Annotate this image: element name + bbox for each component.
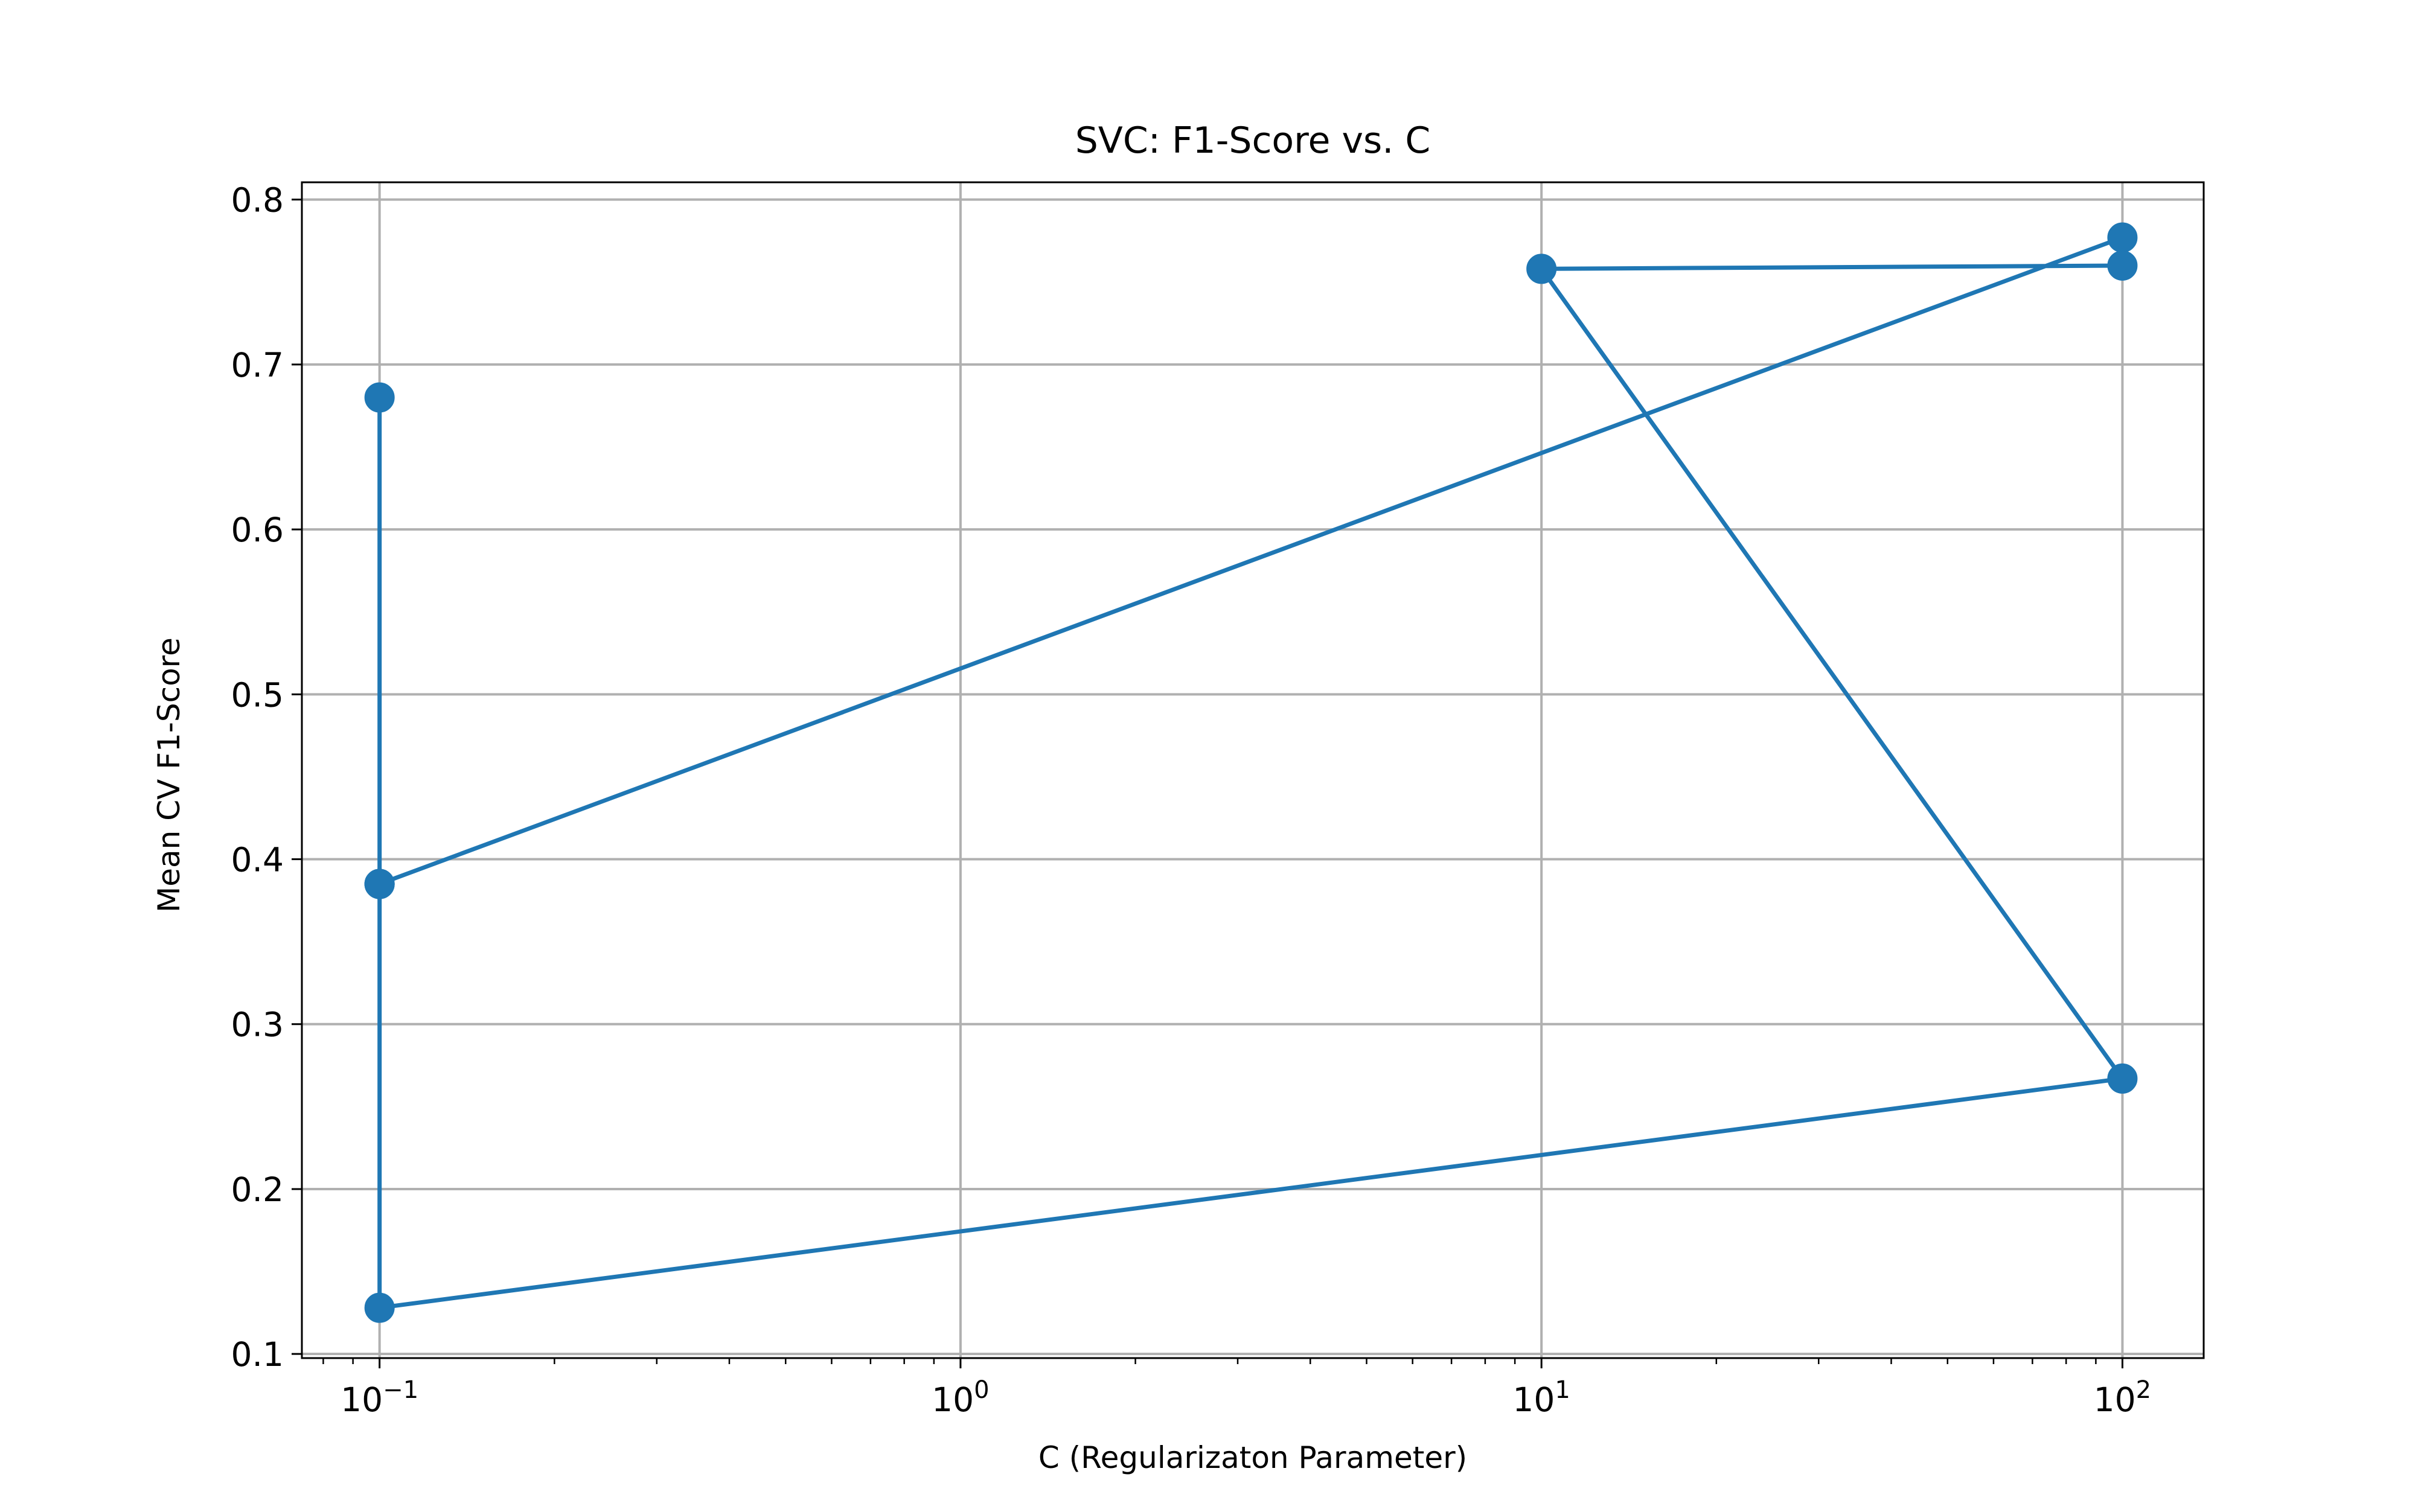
series-line	[377, 235, 2125, 1310]
y-tick-label: 0.5	[231, 675, 284, 714]
x-tick-label: 102	[2094, 1376, 2151, 1419]
data-point	[364, 382, 395, 413]
chart-title: SVC: F1-Score vs. C	[1075, 120, 1431, 162]
series-layer	[364, 222, 2138, 1323]
y-tick-label: 0.6	[231, 511, 284, 549]
data-point	[1526, 254, 1557, 284]
y-tick-label: 0.2	[231, 1170, 284, 1209]
y-tick-label: 0.3	[231, 1006, 284, 1044]
data-point	[2107, 250, 2138, 281]
data-point	[364, 869, 395, 899]
y-tick-label: 0.8	[231, 181, 284, 220]
data-point	[2107, 1063, 2138, 1094]
y-tick-label: 0.4	[231, 841, 284, 879]
x-tick-label: 101	[1512, 1376, 1570, 1419]
plot-frame	[301, 181, 2205, 1359]
x-tick-label: 100	[932, 1376, 989, 1419]
x-axis-label: C (Regularizaton Parameter)	[1038, 1440, 1467, 1475]
y-tick-label: 0.7	[231, 346, 284, 384]
x-axis-ticks: 10−1 100 101 102	[322, 1358, 2151, 1419]
data-point	[364, 1292, 395, 1323]
grid	[302, 182, 2204, 1358]
y-axis-ticks: 0.1 0.2 0.3 0.4 0.5 0.6 0.7 0.8	[231, 181, 302, 1374]
x-tick-label: 10−1	[341, 1376, 418, 1419]
data-point	[2107, 222, 2138, 253]
y-tick-label: 0.1	[231, 1335, 284, 1374]
y-axis-label: Mean CV F1-Score	[152, 637, 187, 913]
